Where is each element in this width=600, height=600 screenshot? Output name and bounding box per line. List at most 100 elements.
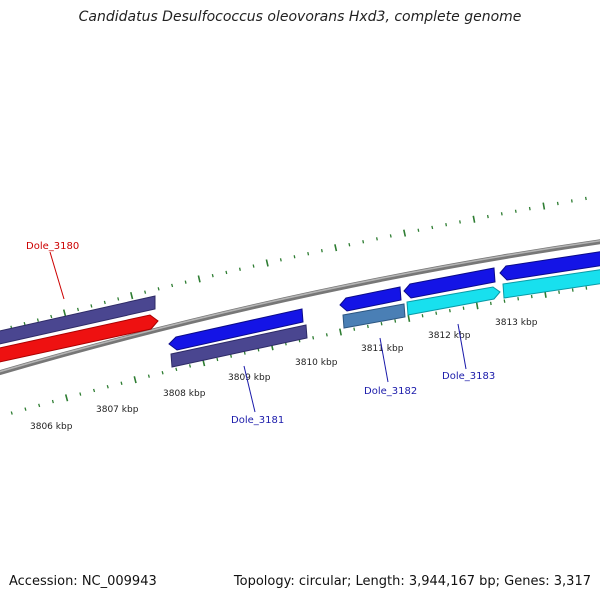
gene-label-dole-3180: Dole_3180 xyxy=(26,241,79,252)
upper-track-minor-tick xyxy=(431,225,434,230)
lower-track-minor-tick xyxy=(38,403,41,408)
gene-upper-purple xyxy=(0,295,156,345)
genome-summary-text: Topology: circular; Length: 3,944,167 bp… xyxy=(233,574,591,589)
leader-line-dole-3180 xyxy=(49,251,65,300)
lower-track-minor-tick xyxy=(489,301,492,306)
upper-track-minor-tick xyxy=(417,228,420,232)
lower-track-minor-tick xyxy=(585,286,588,290)
lower-track-major-tick xyxy=(64,394,69,402)
upper-track-minor-tick xyxy=(157,287,160,291)
lower-track-minor-tick xyxy=(462,306,465,310)
upper-track-minor-tick xyxy=(252,264,255,268)
upper-track-minor-tick xyxy=(570,199,573,203)
gene-blue-upper xyxy=(403,267,496,299)
upper-track-minor-tick xyxy=(584,196,587,201)
genome-backbone-highlight xyxy=(0,239,600,373)
lower-track-major-tick xyxy=(407,314,411,322)
gene-dole-3182 xyxy=(342,303,406,329)
upper-track-major-tick xyxy=(472,215,476,223)
upper-track-major-tick xyxy=(265,259,269,267)
lower-track-minor-tick xyxy=(366,324,369,329)
upper-track-minor-tick xyxy=(348,242,351,247)
lower-track-minor-tick xyxy=(24,407,27,411)
gene-purple-lower xyxy=(170,324,308,368)
lower-track-minor-tick xyxy=(92,388,96,393)
upper-track-minor-tick xyxy=(320,248,323,253)
upper-track-minor-tick xyxy=(500,212,503,216)
upper-track-minor-tick xyxy=(184,280,187,284)
upper-track-minor-tick xyxy=(76,307,80,312)
upper-track-minor-tick xyxy=(238,267,241,271)
lower-tick-track xyxy=(10,286,588,415)
lower-track-minor-tick xyxy=(353,327,356,331)
upper-track-minor-tick xyxy=(389,234,392,238)
lower-track-minor-tick xyxy=(10,411,13,415)
lower-track-minor-tick xyxy=(517,297,520,301)
lower-track-minor-tick xyxy=(394,319,397,323)
lower-track-minor-tick xyxy=(120,381,123,385)
upper-track-minor-tick xyxy=(307,251,310,256)
map-title: Candidatus Desulfococcus oleovorans Hxd3… xyxy=(78,9,522,25)
gene-dole-3181 xyxy=(168,308,304,351)
upper-track-minor-tick xyxy=(211,273,214,278)
lower-track-major-tick xyxy=(339,328,342,336)
upper-track-minor-tick xyxy=(293,255,296,259)
lower-track-major-tick xyxy=(475,302,479,310)
lower-track-minor-tick xyxy=(79,392,82,396)
lower-track-minor-tick xyxy=(243,351,246,355)
scale-label-3809: 3809 kbp xyxy=(228,373,271,383)
upper-track-minor-tick xyxy=(279,258,282,262)
upper-track-minor-tick xyxy=(225,270,228,275)
upper-track-minor-tick xyxy=(486,214,489,219)
upper-track-major-tick xyxy=(62,309,67,317)
upper-track-major-tick xyxy=(130,292,134,300)
gene-label-dole-3182: Dole_3182 xyxy=(364,386,417,397)
scale-label-3808: 3808 kbp xyxy=(163,389,206,399)
upper-track-major-tick xyxy=(542,202,546,210)
lower-track-minor-tick xyxy=(571,288,574,292)
lower-track-minor-tick xyxy=(435,311,438,315)
gene-dole-3180 xyxy=(0,314,159,363)
upper-track-major-tick xyxy=(403,229,407,237)
upper-track-minor-tick xyxy=(556,201,559,206)
lower-track-minor-tick xyxy=(325,333,328,337)
lower-track-minor-tick xyxy=(147,374,150,378)
lower-track-minor-tick xyxy=(558,290,560,294)
upper-tick-track xyxy=(10,196,587,330)
lower-track-major-tick xyxy=(133,376,137,384)
lower-track-minor-tick xyxy=(380,321,383,326)
scale-label-3806: 3806 kbp xyxy=(30,422,73,432)
accession-text: Accession: NC_009943 xyxy=(9,574,157,589)
leader-line-dole-3182 xyxy=(379,337,389,383)
lower-track-minor-tick xyxy=(448,308,451,313)
gene-blue-right xyxy=(499,251,600,281)
gene-label-dole-3183: Dole_3183 xyxy=(442,371,495,382)
lower-track-minor-tick xyxy=(161,371,164,375)
upper-track-minor-tick xyxy=(362,240,365,244)
genome-backbone xyxy=(0,239,600,376)
upper-track-minor-tick xyxy=(23,321,26,326)
lower-track-minor-tick xyxy=(312,336,315,340)
lower-track-minor-tick xyxy=(530,294,533,299)
scale-label-3812: 3812 kbp xyxy=(428,331,471,341)
gene-label-dole-3181: Dole_3181 xyxy=(231,415,284,426)
leader-line-dole-3183 xyxy=(457,323,467,370)
lower-track-minor-tick xyxy=(188,364,192,368)
lower-track-minor-tick xyxy=(175,367,178,372)
gene-dole-3183 xyxy=(406,286,501,316)
upper-track-minor-tick xyxy=(375,237,378,241)
upper-track-minor-tick xyxy=(144,290,147,294)
upper-track-minor-tick xyxy=(50,314,53,319)
lower-track-minor-tick xyxy=(503,299,506,303)
lower-track-minor-tick xyxy=(51,399,54,404)
upper-track-minor-tick xyxy=(36,318,39,322)
upper-track-minor-tick xyxy=(445,222,448,227)
gene-blue-small xyxy=(339,286,402,312)
upper-track-minor-tick xyxy=(171,283,174,288)
upper-track-major-tick xyxy=(197,275,201,283)
scale-label-3813: 3813 kbp xyxy=(495,318,538,328)
lower-track-minor-tick xyxy=(106,385,109,389)
scale-label-3807: 3807 kbp xyxy=(96,405,139,415)
